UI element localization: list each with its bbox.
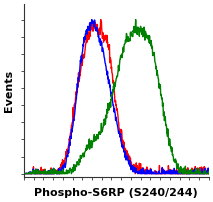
X-axis label: Phospho-S6RP (S240/244): Phospho-S6RP (S240/244) bbox=[35, 188, 198, 198]
Y-axis label: Events: Events bbox=[4, 69, 14, 112]
